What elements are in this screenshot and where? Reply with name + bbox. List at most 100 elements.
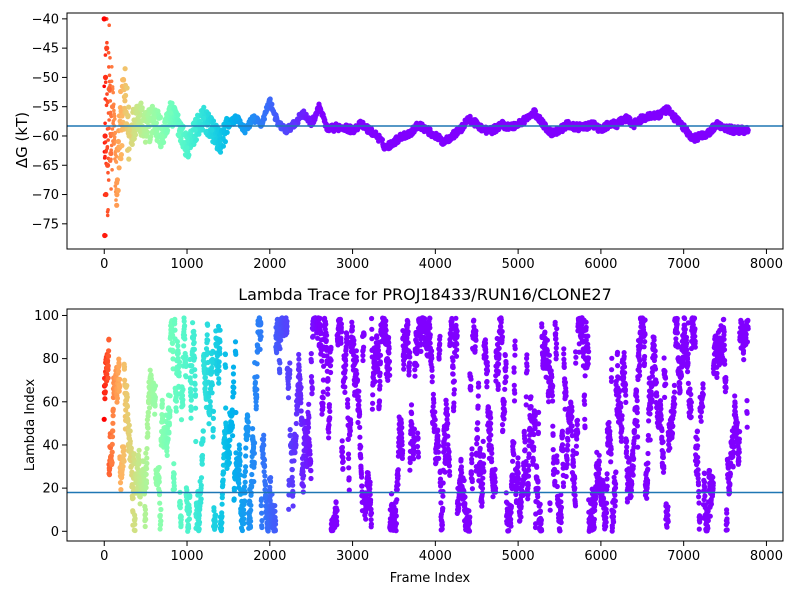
lambda-point bbox=[117, 376, 123, 382]
lambda-point bbox=[340, 466, 346, 472]
lambda-point bbox=[435, 449, 441, 455]
lambda-point bbox=[241, 510, 247, 517]
lambda-point bbox=[268, 475, 274, 481]
lambda-point bbox=[237, 451, 243, 457]
lambda-point bbox=[219, 520, 225, 526]
lambda-point bbox=[257, 346, 263, 352]
lambda-point bbox=[261, 469, 267, 475]
delta-g-panel: 0 1000 2000 3000 4000 5000 6000 7000 8000 −40−45… bbox=[13, 12, 784, 272]
lambda-point bbox=[157, 512, 163, 519]
delta-g-point bbox=[556, 127, 563, 133]
lambda-chart-title: Lambda Trace for PROJ18433/RUN16/CLONE27 bbox=[238, 285, 612, 304]
lambda-point bbox=[248, 502, 254, 508]
lambda-point bbox=[117, 480, 124, 486]
lambda-point bbox=[466, 508, 472, 514]
lambda-point bbox=[439, 522, 445, 528]
delta-g-point bbox=[672, 115, 679, 121]
lambda-point bbox=[297, 376, 303, 382]
delta-g-point bbox=[139, 105, 145, 111]
delta-g-point bbox=[111, 90, 115, 95]
lambda-point bbox=[287, 427, 293, 433]
lambda-point bbox=[118, 487, 124, 493]
lambda-point bbox=[393, 528, 399, 534]
lambda-point bbox=[429, 379, 435, 385]
lambda-point bbox=[386, 358, 392, 364]
delta-g-point bbox=[193, 137, 199, 143]
lambda-point bbox=[459, 470, 465, 476]
lambda-point bbox=[254, 361, 260, 367]
lambda-point bbox=[216, 368, 222, 374]
delta-g-point bbox=[118, 156, 124, 162]
delta-g-point bbox=[113, 130, 117, 135]
lambda-point bbox=[210, 426, 216, 432]
lambda-point bbox=[363, 516, 369, 522]
lambda-point bbox=[290, 482, 296, 488]
lambda-point bbox=[232, 339, 239, 345]
delta-g-point bbox=[102, 74, 109, 80]
delta-g-point bbox=[106, 178, 111, 182]
lambda-point bbox=[105, 353, 112, 359]
lambda-point bbox=[500, 427, 506, 433]
lambda-point bbox=[236, 467, 242, 473]
lambda-point bbox=[395, 482, 401, 488]
lambda-point bbox=[119, 472, 125, 478]
lambda-point bbox=[132, 527, 138, 534]
lambda-point bbox=[436, 356, 442, 362]
lambda-point bbox=[369, 406, 375, 412]
delta-g-point bbox=[118, 152, 124, 158]
lambda-point bbox=[251, 479, 257, 485]
lambda-point bbox=[343, 362, 349, 368]
lambda-point bbox=[258, 502, 264, 509]
delta-g-point bbox=[730, 127, 736, 133]
lambda-point bbox=[346, 455, 352, 462]
lambda-point bbox=[254, 374, 260, 380]
delta-g-point bbox=[107, 23, 111, 28]
lambda-point bbox=[488, 420, 494, 427]
delta-g-point bbox=[261, 116, 267, 122]
lambda-point bbox=[467, 520, 473, 526]
lambda-point bbox=[245, 425, 251, 431]
x-tick-label: 2000 bbox=[253, 257, 286, 272]
lambda-point bbox=[209, 369, 216, 375]
lambda-point bbox=[502, 409, 508, 415]
delta-g-point bbox=[110, 127, 115, 131]
x-tick-label: 8000 bbox=[750, 257, 783, 272]
lambda-point bbox=[368, 510, 375, 516]
y-tick-label: −65 bbox=[32, 159, 59, 174]
delta-g-point bbox=[112, 114, 117, 118]
delta-g-point bbox=[126, 156, 132, 162]
lambda-point bbox=[223, 364, 229, 370]
lambda-point bbox=[334, 507, 340, 514]
lambda-point bbox=[377, 359, 383, 365]
lambda-point bbox=[305, 424, 312, 431]
delta-g-point bbox=[209, 127, 215, 133]
lambda-point bbox=[446, 449, 452, 455]
lambda-point bbox=[346, 465, 352, 471]
lambda-point bbox=[239, 527, 245, 534]
lambda-point bbox=[158, 506, 164, 513]
lambda-point bbox=[166, 430, 172, 436]
lambda-point bbox=[476, 384, 482, 390]
lambda-point bbox=[498, 317, 504, 323]
lambda-point bbox=[353, 358, 360, 364]
lambda-point bbox=[248, 507, 254, 513]
lambda-point bbox=[125, 411, 131, 417]
lambda-point bbox=[267, 484, 273, 490]
lambda-point bbox=[357, 411, 363, 417]
lambda-point bbox=[105, 363, 111, 369]
lambda-point bbox=[342, 375, 348, 381]
lambda-point bbox=[144, 455, 150, 461]
delta-g-point bbox=[739, 127, 745, 133]
lambda-point bbox=[226, 443, 232, 449]
lambda-point bbox=[181, 318, 187, 324]
lambda-point bbox=[405, 322, 411, 328]
delta-g-point bbox=[250, 115, 256, 121]
lambda-point bbox=[293, 442, 299, 448]
delta-g-point bbox=[109, 104, 116, 110]
lambda-point bbox=[259, 524, 265, 531]
lambda-point bbox=[200, 436, 206, 442]
lambda-point bbox=[157, 489, 163, 495]
lambda-point bbox=[147, 367, 153, 373]
lambda-point bbox=[488, 415, 494, 421]
lambda-point bbox=[124, 404, 130, 410]
